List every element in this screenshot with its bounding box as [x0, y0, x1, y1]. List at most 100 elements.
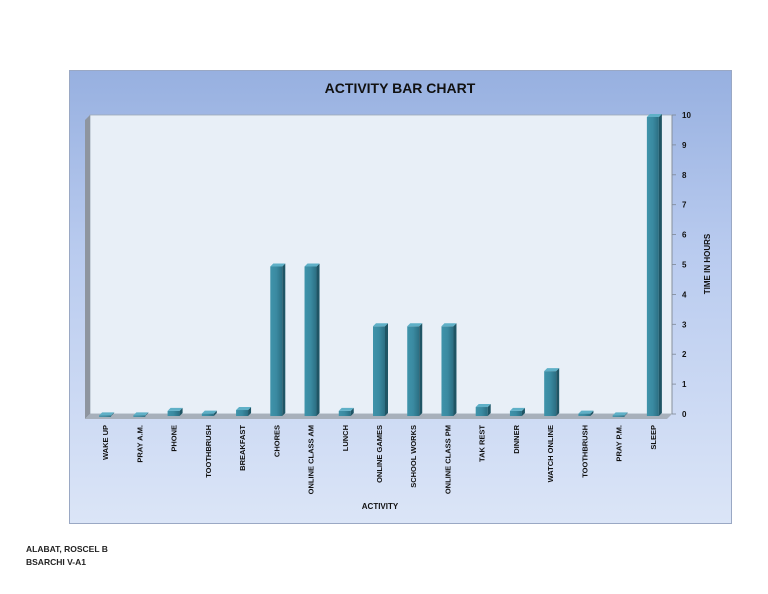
x-tick-label: LUNCH — [341, 425, 350, 451]
bar — [612, 412, 628, 417]
y-tick-label: 7 — [682, 201, 687, 210]
bars-group — [99, 114, 662, 417]
bar-side — [453, 323, 457, 416]
bar-front — [475, 407, 488, 416]
x-tick-label: TOOTHBRUSH — [204, 425, 213, 478]
bar-side — [316, 263, 320, 416]
bar-side — [350, 407, 354, 416]
y-tick-label: 4 — [682, 290, 687, 299]
bar-top — [133, 412, 149, 416]
author-section: BSARCHI V-A1 — [26, 557, 86, 567]
bar — [407, 323, 423, 416]
bar-side — [419, 323, 423, 416]
bar-side — [556, 368, 560, 416]
bar-side — [213, 410, 217, 416]
x-tick-label: CHORES — [272, 425, 281, 457]
bar-front — [373, 326, 385, 416]
y-tick-label: 3 — [682, 320, 687, 329]
bar-front — [304, 266, 317, 416]
bar-front — [544, 371, 557, 416]
bar-side — [658, 114, 662, 416]
bar-front — [612, 415, 625, 417]
x-tick-label: DINNER — [512, 424, 521, 453]
bar — [441, 323, 457, 416]
y-tick-label: 1 — [682, 380, 687, 389]
bar-top — [270, 263, 286, 267]
y-tick-label: 8 — [682, 171, 687, 180]
bar-top — [373, 323, 388, 327]
bar-front — [646, 117, 659, 416]
chart-frame: ACTIVITY BAR CHART 0 1 2 3 4 5 6 7 8 9 10 WAKE UP P… — [69, 70, 732, 524]
bar — [133, 412, 149, 417]
bar — [304, 263, 320, 416]
bar-front — [99, 415, 112, 417]
bar-top — [338, 407, 354, 411]
bar-front — [338, 410, 351, 416]
x-tick-label: ONLINE GAMES — [375, 425, 384, 483]
x-tick-label: TAK REST — [478, 425, 487, 462]
bar — [167, 407, 183, 416]
x-tick-label: ONLINE CLASS AM — [307, 425, 316, 494]
bar — [544, 368, 560, 416]
bar — [509, 407, 525, 416]
bar-side — [282, 263, 286, 416]
bar — [475, 404, 491, 416]
y-tick-label: 9 — [682, 141, 687, 150]
bar — [338, 407, 354, 416]
x-axis-label: ACTIVITY — [362, 502, 399, 511]
plot-floor — [85, 414, 672, 419]
y-axis: 0 1 2 3 4 5 6 7 8 9 10 — [671, 111, 691, 419]
bar-top — [167, 407, 183, 411]
bar-top — [612, 412, 628, 416]
bar — [646, 114, 662, 416]
bar — [578, 410, 594, 416]
y-tick-label: 6 — [682, 231, 687, 240]
bar-top — [646, 114, 662, 117]
bar-side — [624, 412, 628, 416]
bar — [236, 407, 252, 416]
bar-top — [407, 323, 423, 327]
bar-top — [475, 404, 491, 408]
author-name: ALABAT, ROSCEL B — [26, 544, 108, 554]
bar-side — [385, 323, 388, 416]
y-tick-label: 10 — [682, 111, 691, 120]
x-tick-label: ONLINE CLASS PM — [443, 425, 452, 494]
bar-side — [487, 404, 491, 416]
bar-front — [509, 410, 522, 416]
bar-top — [544, 368, 560, 372]
x-tick-label: SCHOOL WORKS — [409, 425, 418, 488]
bar-side — [179, 407, 183, 416]
y-tick-label: 0 — [682, 410, 687, 419]
x-tick-label: PRAY A.M. — [135, 425, 144, 463]
x-axis: WAKE UP PRAY A.M. PHONE TOOTHBRUSH BREAKFAST… — [101, 424, 658, 494]
bar-top — [236, 407, 252, 411]
y-tick-label: 2 — [682, 350, 687, 359]
bar-top — [304, 263, 320, 267]
bar-side — [521, 407, 525, 416]
activity-bar-chart: ACTIVITY BAR CHART 0 1 2 3 4 5 6 7 8 9 10 WAKE UP P… — [85, 80, 712, 511]
bar-front — [167, 410, 180, 416]
bar — [201, 410, 217, 416]
bar — [373, 323, 388, 416]
x-tick-label: SLEEP — [649, 425, 658, 450]
y-axis-label: TIME IN HOURS — [703, 233, 712, 294]
bar-side — [248, 407, 252, 416]
x-tick-label: PRAY P.M. — [615, 425, 624, 462]
bar-front — [578, 413, 591, 416]
bar-top — [201, 410, 217, 414]
x-tick-label: WAKE UP — [101, 425, 110, 460]
plot-side-wall — [85, 115, 90, 419]
bar-front — [441, 326, 454, 416]
bar-front — [201, 413, 214, 416]
bar-front — [236, 410, 249, 416]
x-tick-label: BREAKFAST — [238, 425, 247, 471]
x-tick-label: TOOTHBRUSH — [580, 425, 589, 478]
bar-side — [111, 412, 115, 416]
bar — [99, 412, 115, 417]
bar-top — [509, 407, 525, 411]
bar-top — [99, 412, 115, 416]
author-info: ALABAT, ROSCEL B BSARCHI V-A1 — [26, 543, 108, 569]
x-tick-label: WATCH ONLINE — [546, 425, 555, 482]
chart-title: ACTIVITY BAR CHART — [325, 80, 476, 96]
bar-side — [145, 412, 149, 416]
